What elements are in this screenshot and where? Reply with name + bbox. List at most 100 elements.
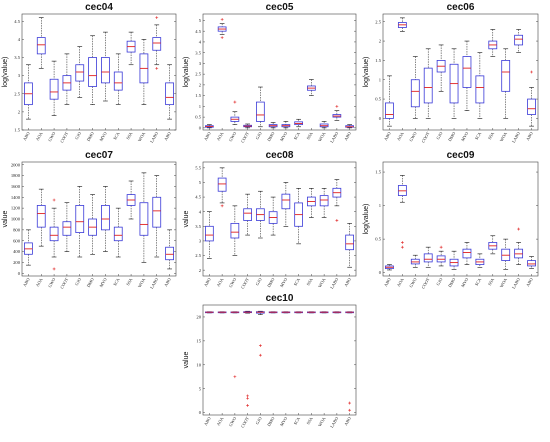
x-tick-label: AOA: [216, 415, 225, 426]
box-iqr: [101, 57, 110, 84]
plot-frame: [382, 13, 539, 131]
x-tick-label: SSA: [487, 276, 496, 286]
box-10: [139, 39, 149, 105]
outlier-point: [233, 375, 237, 379]
x-tick-label: SCA: [112, 130, 121, 141]
y-tick-label: 4: [18, 37, 21, 42]
box-8: [475, 52, 485, 119]
box-6: [268, 196, 278, 236]
box-3: [410, 254, 420, 268]
y-tick-label: 4.5: [195, 195, 201, 200]
outlier-point: [348, 408, 352, 412]
y-tick-label: 2: [18, 109, 21, 114]
x-tick-label: DMO: [447, 277, 456, 288]
box-6: [88, 194, 97, 255]
x-tick-label: MVO: [98, 131, 107, 142]
x-tick-label: DMO: [266, 131, 275, 142]
x-tick-label: SSA: [305, 415, 314, 425]
box-11: [332, 104, 342, 121]
y-tick-label: 5: [199, 18, 202, 23]
chart-title: cec09: [447, 150, 475, 161]
y-tick-label: 3: [199, 61, 202, 66]
box-7: [281, 311, 291, 314]
box-2: [36, 188, 46, 247]
chart-cec07: cec07 value 0 200 400 600 800 1000 1200 1400 1600 1…: [2, 150, 177, 290]
y-axis-label: log(value): [183, 57, 190, 88]
x-tick-label: GJO: [74, 131, 82, 140]
x-tick-label: WOA: [499, 276, 509, 288]
outlier-point: [335, 219, 339, 222]
box-8: [294, 188, 303, 245]
box-5: [256, 190, 265, 239]
y-tick-label: 2: [199, 82, 202, 87]
chart-title: cec07: [85, 150, 113, 161]
y-tick-label: 10: [196, 362, 201, 367]
y-tick-label: 600: [13, 238, 21, 243]
x-tick-label: SCA: [292, 130, 301, 141]
box-iqr: [101, 205, 110, 231]
x-tick-label: DMO: [86, 131, 95, 142]
outlier-point: [246, 394, 250, 398]
box-12: [345, 311, 354, 412]
y-tick-label: 1600: [11, 184, 21, 189]
box-9: [488, 29, 498, 57]
box-8: [475, 253, 485, 268]
box-iqr: [75, 64, 85, 82]
y-tick-label: 1000: [11, 217, 21, 222]
box-4: [243, 193, 252, 236]
outlier-point: [348, 401, 352, 405]
x-tick-label: DMO: [447, 131, 456, 142]
box-1: [205, 311, 214, 314]
box-iqr: [345, 234, 354, 251]
box-7: [462, 40, 472, 111]
chart-cec06: cec06 log(value) 0 0.5 1 1.5 2 2.5 ABO AOA GWO COOT…: [363, 2, 539, 144]
y-tick-label: 0.5: [375, 237, 381, 242]
box-6: [449, 48, 459, 119]
y-tick-label: 3: [18, 73, 21, 78]
y-axis-label: log(value): [2, 57, 9, 88]
x-tick-label: COOT: [240, 131, 250, 144]
x-tick-label: LABO: [511, 277, 521, 290]
box-1: [24, 229, 33, 266]
outlier-point: [530, 70, 533, 74]
x-tick-label: MVO: [460, 131, 469, 142]
x-tick-label: LABO: [329, 416, 339, 429]
box-iqr: [475, 75, 485, 104]
x-tick-label: MVO: [279, 131, 288, 142]
x-tick-label: ABO: [203, 416, 212, 426]
box-4: [62, 202, 72, 252]
box-4: [243, 123, 252, 129]
x-tick-label: ABO: [203, 277, 212, 287]
outlier-point: [233, 100, 237, 104]
y-tick-label: 2.5: [375, 19, 381, 24]
box-iqr: [205, 225, 214, 242]
box-4: [423, 48, 433, 119]
x-tick-label: GJO: [435, 131, 443, 140]
y-tick-label: 1.5: [375, 58, 381, 63]
box-1: [385, 264, 394, 271]
x-tick-label: GJO: [254, 131, 262, 140]
x-tick-label: AOA: [396, 276, 405, 287]
box-iqr: [36, 37, 46, 55]
box-iqr: [385, 102, 394, 119]
box-iqr: [243, 208, 252, 221]
x-tick-label: COOT: [59, 131, 69, 144]
y-tick-label: 1.5: [195, 93, 201, 98]
y-axis-label: log(value): [363, 204, 370, 235]
x-tick-label: COOT: [59, 277, 69, 290]
box-1: [205, 124, 214, 129]
x-tick-label: ABO: [343, 277, 352, 287]
y-tick-label: 1: [379, 77, 382, 82]
box-11: [514, 29, 524, 53]
chart-cec10: cec10 value 0 5 10 15 20 ABO AOA GWO COOT GJO DMO MVO…: [183, 293, 357, 429]
y-tick-label: 800: [13, 227, 21, 232]
plot-frame: [382, 161, 539, 277]
box-11: [332, 179, 342, 222]
x-tick-label: COOT: [420, 131, 430, 144]
outlier-point: [52, 198, 56, 202]
x-tick-label: LABO: [149, 131, 159, 144]
x-tick-label: SSA: [305, 276, 314, 286]
x-tick-label: GJO: [435, 277, 443, 286]
plot-frame: [202, 13, 357, 131]
y-tick-label: 15: [196, 338, 201, 343]
